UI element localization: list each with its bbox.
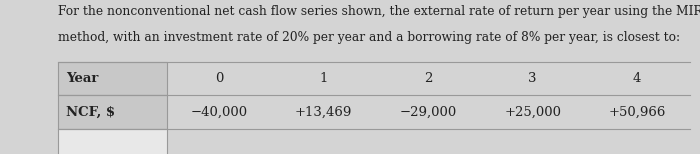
Text: method, with an investment rate of 20% per year and a borrowing rate of 8% per y: method, with an investment rate of 20% p… (58, 31, 680, 44)
Text: −40,000: −40,000 (190, 106, 248, 119)
Bar (58, 95, 167, 129)
Text: 2: 2 (424, 72, 432, 85)
Bar (58, 62, 167, 95)
Text: 1: 1 (319, 72, 328, 85)
Text: −29,000: −29,000 (400, 106, 456, 119)
Text: +50,966: +50,966 (608, 106, 666, 119)
Text: 0: 0 (215, 72, 223, 85)
Text: +25,000: +25,000 (504, 106, 561, 119)
Text: For the nonconventional net cash flow series shown, the external rate of return : For the nonconventional net cash flow se… (58, 5, 700, 18)
Text: Year: Year (66, 72, 99, 85)
Text: 4: 4 (633, 72, 641, 85)
Text: NCF, $: NCF, $ (66, 106, 116, 119)
Text: +13,469: +13,469 (295, 106, 352, 119)
Text: 3: 3 (528, 72, 537, 85)
Bar (58, 129, 167, 154)
